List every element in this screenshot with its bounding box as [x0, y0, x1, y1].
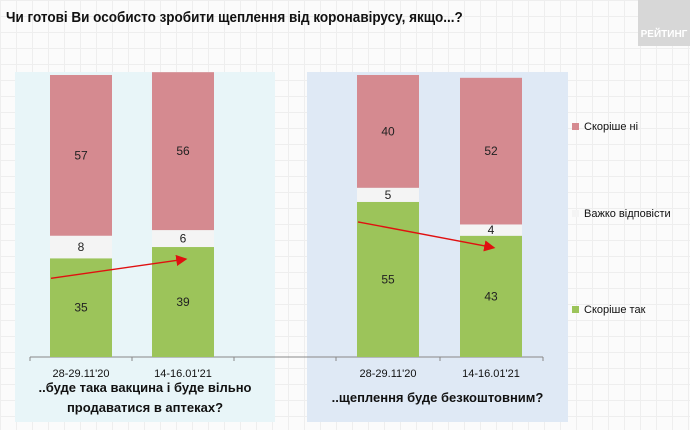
- bar-no: [460, 77, 522, 225]
- group-label: ..щеплення буде безкоштовним?: [332, 390, 544, 405]
- rating-logo: РЕЙТИНГ: [638, 0, 690, 46]
- tick-label: 14-16.01'21: [154, 368, 212, 380]
- data-label: 39: [176, 295, 190, 309]
- bar-hard: [50, 235, 112, 259]
- data-label: 56: [176, 144, 190, 158]
- data-label: 5: [385, 188, 392, 202]
- data-label: 8: [78, 240, 85, 254]
- legend-swatch-hard: [572, 210, 579, 217]
- data-label: 40: [381, 124, 395, 138]
- bar-yes: [50, 258, 112, 357]
- data-label: 55: [381, 272, 395, 286]
- data-label: 43: [484, 289, 498, 303]
- data-label: 57: [74, 148, 88, 162]
- bar-no: [357, 75, 419, 188]
- group-label: продаватися в аптеках?: [67, 400, 223, 415]
- legend-label: Важко відповісти: [584, 208, 671, 220]
- bar-yes: [460, 235, 522, 357]
- group-label: ..буде така вакцина і буде вільно: [39, 380, 252, 395]
- bar-hard: [460, 224, 522, 236]
- panel-2: [307, 72, 568, 422]
- tick-label: 28-29.11'20: [360, 368, 417, 380]
- data-label: 6: [180, 232, 187, 246]
- data-label: 52: [484, 144, 498, 158]
- bar-hard: [357, 187, 419, 202]
- tick-label: 28-29.11'20: [53, 368, 110, 380]
- tick-label: 14-16.01'21: [462, 368, 520, 380]
- data-label: 35: [74, 301, 88, 315]
- trend-arrow: [50, 254, 188, 279]
- legend-swatch-yes: [572, 306, 579, 313]
- data-label: 4: [488, 223, 495, 237]
- bar-no: [50, 75, 112, 236]
- trend-arrow: [357, 221, 496, 252]
- chart-title: Чи готові Ви особисто зробити щеплення в…: [6, 9, 463, 26]
- legend-label: Скоріше ні: [584, 121, 638, 133]
- bar-no: [152, 72, 214, 231]
- legend-swatch-no: [572, 123, 579, 130]
- bar-hard: [152, 230, 214, 248]
- legend-label: Скоріше так: [584, 304, 646, 316]
